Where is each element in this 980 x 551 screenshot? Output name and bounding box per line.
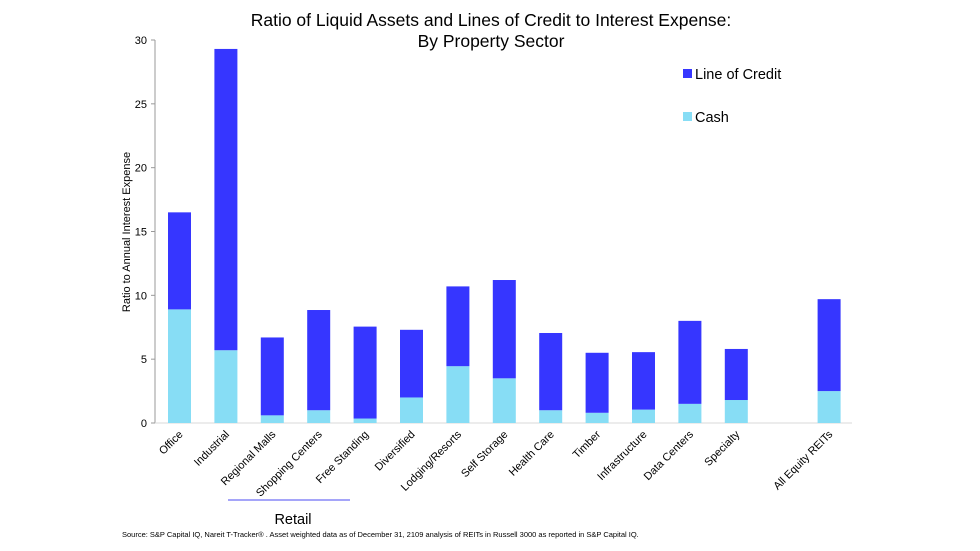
bar-cash-timber: [585, 412, 609, 423]
x-tick-label-specialty: Specialty: [702, 428, 742, 468]
y-tick-label: 10: [135, 290, 147, 302]
bar-line-of-credit-all-equity-reits: [817, 299, 841, 392]
bar-cash-specialty: [724, 400, 748, 423]
bar-cash-all-equity-reits: [817, 391, 841, 423]
y-axis-label: Ratio to Annual Interest Expense: [121, 152, 133, 312]
bar-cash-shopping-centers: [307, 410, 331, 423]
bars: [168, 48, 841, 423]
legend: Line of Credit Cash: [683, 67, 781, 126]
legend-label-cash: Cash: [695, 110, 729, 126]
x-tick-label-diversified: Diversified: [373, 429, 418, 474]
legend-label-line-of-credit: Line of Credit: [695, 67, 781, 83]
bar-line-of-credit-free-standing: [353, 326, 377, 419]
bar-line-of-credit-regional-malls: [260, 337, 284, 416]
bar-cash-health-care: [539, 410, 563, 423]
bar-cash-self-storage: [492, 378, 516, 423]
bar-cash-infrastructure: [632, 409, 655, 423]
x-tick-label-timber: Timber: [571, 428, 604, 461]
y-axis: 0 5 10 15 20 25 30: [135, 35, 156, 430]
y-tick-label: 0: [141, 418, 147, 430]
bar-cash-diversified: [400, 397, 423, 423]
bar-cash-lodging-resorts: [446, 366, 470, 423]
bar-line-of-credit-lodging-resorts: [446, 286, 470, 367]
y-tick-label: 15: [135, 227, 147, 239]
bar-line-of-credit-health-care: [539, 332, 563, 411]
bar-line-of-credit-self-storage: [492, 280, 516, 379]
y-tick-label: 25: [135, 99, 147, 111]
legend-swatch-cash: [683, 112, 692, 121]
bar-line-of-credit-shopping-centers: [307, 310, 331, 411]
bar-line-of-credit-infrastructure: [632, 352, 655, 410]
x-tick-label-self-storage: Self Storage: [459, 429, 510, 480]
retail-group-label: Retail: [274, 512, 311, 528]
source-note: Source: S&P Capital IQ, Nareit T-Tracker…: [122, 530, 639, 539]
bar-cash-office: [168, 309, 191, 423]
bar-line-of-credit-timber: [585, 352, 609, 413]
bar-cash-regional-malls: [260, 415, 284, 423]
bar-line-of-credit-diversified: [400, 329, 423, 398]
y-tick-label: 30: [135, 35, 147, 47]
x-tick-label-office: Office: [157, 429, 186, 458]
x-tick-label-health-care: Health Care: [507, 429, 557, 479]
x-tick-label-data-centers: Data Centers: [642, 428, 697, 483]
y-tick-label: 20: [135, 163, 147, 175]
bar-cash-data-centers: [678, 403, 702, 423]
chart-title: Ratio of Liquid Assets and Lines of Cred…: [251, 10, 732, 30]
y-tick-label: 5: [141, 354, 147, 366]
x-tick-label-all-equity-reits: All Equity REITs: [771, 428, 835, 492]
bar-line-of-credit-data-centers: [678, 320, 702, 404]
bar-line-of-credit-office: [168, 212, 191, 310]
x-tick-label-industrial: Industrial: [192, 429, 232, 469]
bar-cash-industrial: [214, 350, 238, 423]
legend-swatch-line-of-credit: [683, 69, 692, 78]
bar-line-of-credit-industrial: [214, 48, 238, 351]
bar-line-of-credit-specialty: [724, 348, 748, 401]
bar-cash-free-standing: [353, 418, 377, 423]
chart-subtitle: By Property Sector: [418, 31, 565, 51]
